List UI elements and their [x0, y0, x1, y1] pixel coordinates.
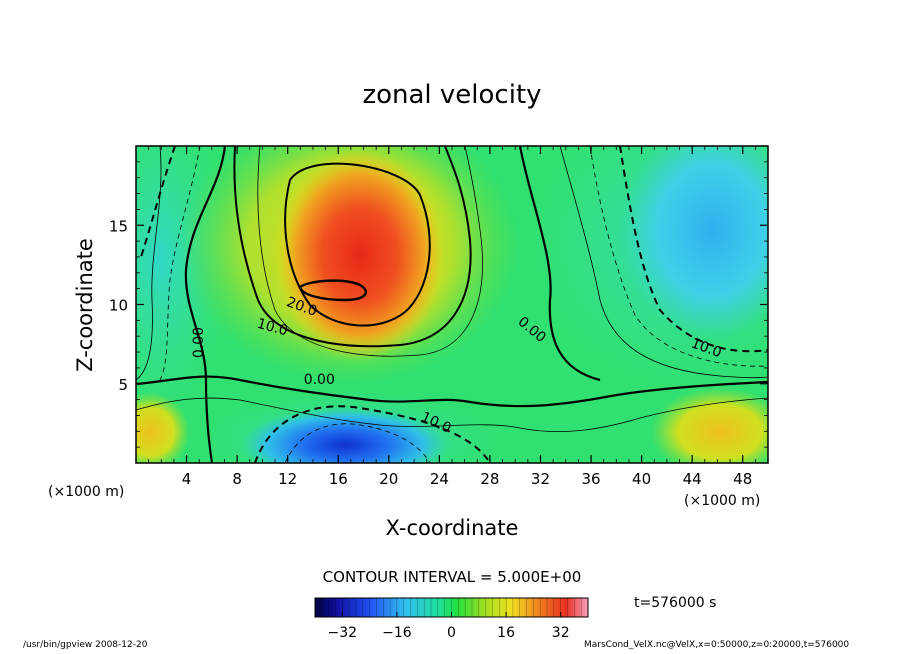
x-unit-label-left: (×1000 m): [48, 484, 124, 500]
contour-thin-2: [136, 397, 768, 433]
y-axis-label: Z-coordinate: [73, 238, 97, 372]
contour-zero-left: [184, 146, 227, 463]
contour-thin-1: [257, 146, 483, 357]
contour-10-upper: [233, 146, 472, 348]
x-unit-label-right: (×1000 m): [684, 493, 760, 509]
contour-30: [298, 279, 367, 302]
contour-neg-10-right: [619, 146, 768, 353]
field-lower-left-yellow: [136, 392, 190, 463]
contour-label: 0.00: [191, 327, 207, 358]
x-tick-label: 28: [480, 470, 499, 488]
field-lower-right-yellow: [650, 387, 768, 463]
y-axis-ticks: 5 10 15: [109, 161, 768, 448]
colorbar-tick-label: 0: [447, 625, 456, 641]
y-tick-label: 15: [109, 217, 128, 235]
contour-interval: CONTOUR INTERVAL = 5.000E+00: [323, 568, 582, 586]
x-axis-label: X-coordinate: [386, 516, 519, 540]
colorbar-steps: [321, 598, 582, 617]
colorbar-tick-label: 32: [552, 625, 570, 641]
footer-left: /usr/bin/gpview 2008-12-20: [23, 640, 148, 650]
footer-right: MarsCond_VelX.nc@VelX,x=0:50000,z=0:2000…: [584, 640, 850, 650]
contour-lines: [136, 146, 768, 463]
y-tick-label: 10: [109, 297, 128, 315]
colorbar-tick-label: −32: [328, 625, 358, 641]
contour-20: [284, 162, 431, 327]
x-tick-label: 12: [278, 470, 297, 488]
time-label: t=576000 s: [634, 595, 716, 611]
contour-thin-3: [559, 146, 768, 379]
x-tick-label: 32: [531, 470, 550, 488]
contour-label: 0.00: [304, 372, 335, 388]
x-tick-label: 8: [232, 470, 242, 488]
plot-area: [136, 146, 768, 463]
contour-zero-right: [518, 146, 601, 382]
contour-neg-right-thin: [589, 146, 768, 367]
y-tick-label: 5: [118, 376, 128, 394]
contour-neg-left: [139, 146, 176, 261]
colorbar-tick-label: 16: [497, 625, 515, 641]
contour-neg-10-lower: [254, 405, 491, 463]
x-tick-label: 44: [683, 470, 702, 488]
x-tick-label: 24: [430, 470, 449, 488]
field-upper-right-blue: [622, 146, 768, 340]
field-lower-blue: [240, 407, 450, 463]
x-tick-label: 4: [182, 470, 192, 488]
contour-zero-mid: [136, 375, 768, 408]
contour-thin-4: [136, 146, 162, 381]
x-tick-label: 20: [379, 470, 398, 488]
field-jet-core: [275, 150, 445, 360]
x-axis-ticks: 4 8 12 16 20 24 28 32 36 40 44 48: [148, 146, 756, 488]
colorbar-ticks: −32 −16 0 16 32: [328, 612, 570, 641]
colorbar-tick-label: −16: [382, 625, 412, 641]
x-tick-label: 40: [632, 470, 651, 488]
x-tick-label: 36: [581, 470, 600, 488]
contour-neg-left-thin: [159, 146, 201, 381]
x-tick-label: 48: [733, 470, 752, 488]
contour-neg-lower-thin: [284, 423, 431, 463]
contour-label: 10.0: [255, 316, 289, 340]
chart-title: zonal velocity: [362, 80, 541, 110]
x-tick-label: 16: [329, 470, 348, 488]
